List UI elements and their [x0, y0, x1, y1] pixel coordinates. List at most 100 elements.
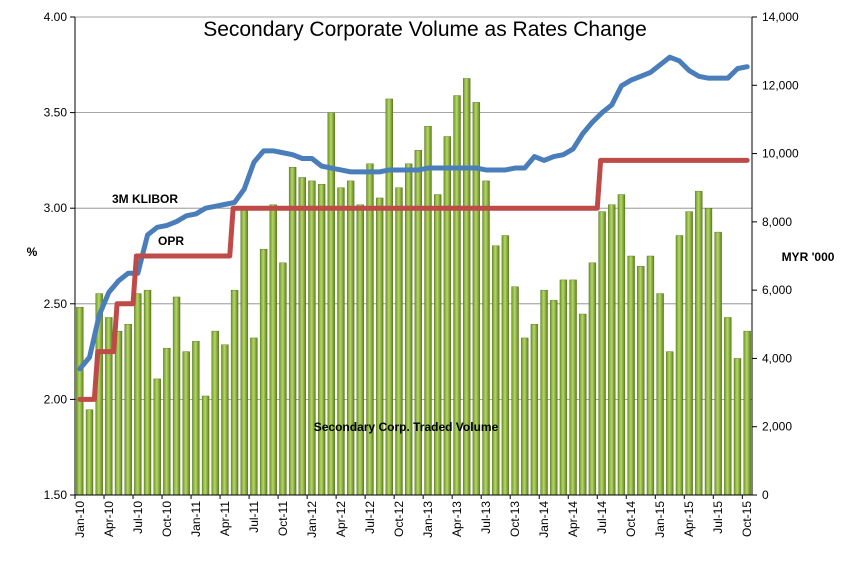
- volume-bar: [192, 341, 200, 496]
- x-tick-label: Jan-14: [537, 501, 551, 538]
- volume-bar: [598, 211, 606, 496]
- series-label-volume: Secondary Corp. Traded Volume: [314, 420, 499, 434]
- chart-title: Secondary Corporate Volume as Rates Chan…: [203, 18, 647, 41]
- x-tick-label: Oct-12: [392, 501, 406, 537]
- x-axis-ticks: Jan-10 Apr-10 Jul-10 Oct-10 Jan-11 Apr-11 Jul-…: [73, 495, 754, 538]
- x-tick-label: Jul-10: [131, 501, 145, 534]
- series-label-klibor: 3M KLIBOR: [112, 192, 178, 206]
- left-axis-ticks: 1.50 2.00 2.50 3.00 3.50 4.00: [44, 10, 75, 502]
- volume-bar: [743, 330, 751, 496]
- volume-bar: [453, 95, 461, 496]
- x-tick-label: Jul-14: [595, 501, 609, 534]
- right-tick-label: 4,000: [762, 351, 792, 365]
- volume-bar: [511, 286, 519, 496]
- volume-bar: [637, 266, 645, 496]
- volume-bar: [530, 324, 539, 496]
- left-tick-label: 1.50: [44, 488, 68, 502]
- volume-bar: [704, 207, 713, 496]
- x-tick-label: Oct-11: [276, 501, 290, 536]
- axes: [74, 17, 753, 496]
- x-tick-label: Jan-15: [653, 501, 667, 538]
- left-tick-label: 2.50: [44, 297, 68, 311]
- x-tick-label: Oct-10: [160, 501, 174, 537]
- volume-bar: [298, 177, 306, 496]
- right-tick-label: 10,000: [762, 147, 799, 161]
- volume-bar: [105, 317, 113, 496]
- volume-bar: [617, 194, 626, 496]
- volume-bar: [666, 351, 674, 496]
- volume-bar: [395, 187, 403, 496]
- x-tick-label: Jul-12: [363, 501, 377, 534]
- volume-bar: [550, 300, 558, 496]
- volume-bar: [685, 211, 693, 496]
- volume-bar: [211, 330, 219, 496]
- volume-bar: [501, 235, 510, 496]
- series-label-opr: OPR: [158, 234, 184, 248]
- volume-bar: [269, 204, 277, 496]
- volume-bar: [675, 235, 684, 496]
- volume-bar: [308, 180, 316, 496]
- volume-bar: [646, 255, 655, 496]
- volume-bar: [182, 351, 190, 496]
- volume-bar: [85, 409, 94, 496]
- volume-bar: [385, 98, 393, 496]
- volume-bar: [733, 358, 742, 496]
- volume-bar: [434, 194, 442, 496]
- volume-bar: [521, 337, 529, 496]
- volume-bar: [627, 255, 635, 496]
- x-tick-label: Apr-14: [566, 501, 580, 537]
- opr-line: [77, 157, 750, 402]
- left-axis-label: %: [27, 245, 38, 259]
- volume-bar: [250, 337, 258, 496]
- volume-bar: [656, 293, 664, 496]
- x-tick-label: Jul-13: [479, 501, 493, 534]
- volume-bar: [114, 330, 123, 496]
- klibor-line: [77, 54, 750, 372]
- volume-bar: [714, 231, 722, 496]
- rate-lines: [77, 54, 750, 402]
- volume-bar: [240, 207, 248, 496]
- right-axis-ticks: 0 2,000 4,000 6,000 8,000 10,000 12,000 14,000: [752, 10, 799, 502]
- volume-bar: [559, 279, 568, 496]
- volume-bar: [337, 187, 345, 496]
- x-tick-label: Apr-11: [218, 501, 232, 536]
- left-tick-label: 4.00: [44, 10, 68, 24]
- x-tick-label: Jan-12: [305, 501, 319, 538]
- volume-bar: [492, 245, 500, 496]
- x-tick-label: Apr-12: [334, 501, 348, 537]
- x-tick-label: Apr-13: [450, 501, 464, 537]
- volume-bar: [588, 262, 597, 496]
- volume-bar: [724, 317, 732, 496]
- volume-bar: [317, 184, 326, 496]
- right-tick-label: 0: [762, 488, 769, 502]
- x-tick-label: Apr-10: [102, 501, 116, 537]
- volume-bar: [695, 190, 703, 496]
- volume-bar: [163, 347, 171, 496]
- right-tick-label: 6,000: [762, 283, 792, 297]
- volume-bar: [172, 296, 181, 496]
- volume-bar: [366, 163, 374, 496]
- x-tick-label: Apr-15: [682, 501, 696, 537]
- volume-bar: [482, 180, 490, 496]
- left-tick-label: 3.00: [44, 201, 68, 215]
- volume-bar: [404, 163, 413, 496]
- volume-bar: [153, 378, 161, 496]
- volume-bars: [76, 78, 751, 496]
- volume-bar: [346, 180, 355, 496]
- volume-bar: [259, 248, 268, 496]
- volume-bar: [124, 324, 132, 496]
- volume-bar: [356, 204, 364, 496]
- volume-bar: [134, 293, 142, 496]
- x-tick-label: Oct-15: [740, 501, 754, 537]
- right-tick-label: 14,000: [762, 10, 799, 24]
- x-tick-label: Jan-10: [73, 501, 87, 538]
- volume-bar: [279, 262, 287, 496]
- x-tick-label: Jan-13: [421, 501, 435, 538]
- volume-bar: [540, 289, 548, 496]
- volume-bar: [375, 197, 384, 496]
- volume-bar: [221, 344, 229, 496]
- volume-bar: [472, 102, 481, 496]
- volume-bar: [414, 149, 423, 496]
- x-tick-label: Oct-13: [508, 501, 522, 537]
